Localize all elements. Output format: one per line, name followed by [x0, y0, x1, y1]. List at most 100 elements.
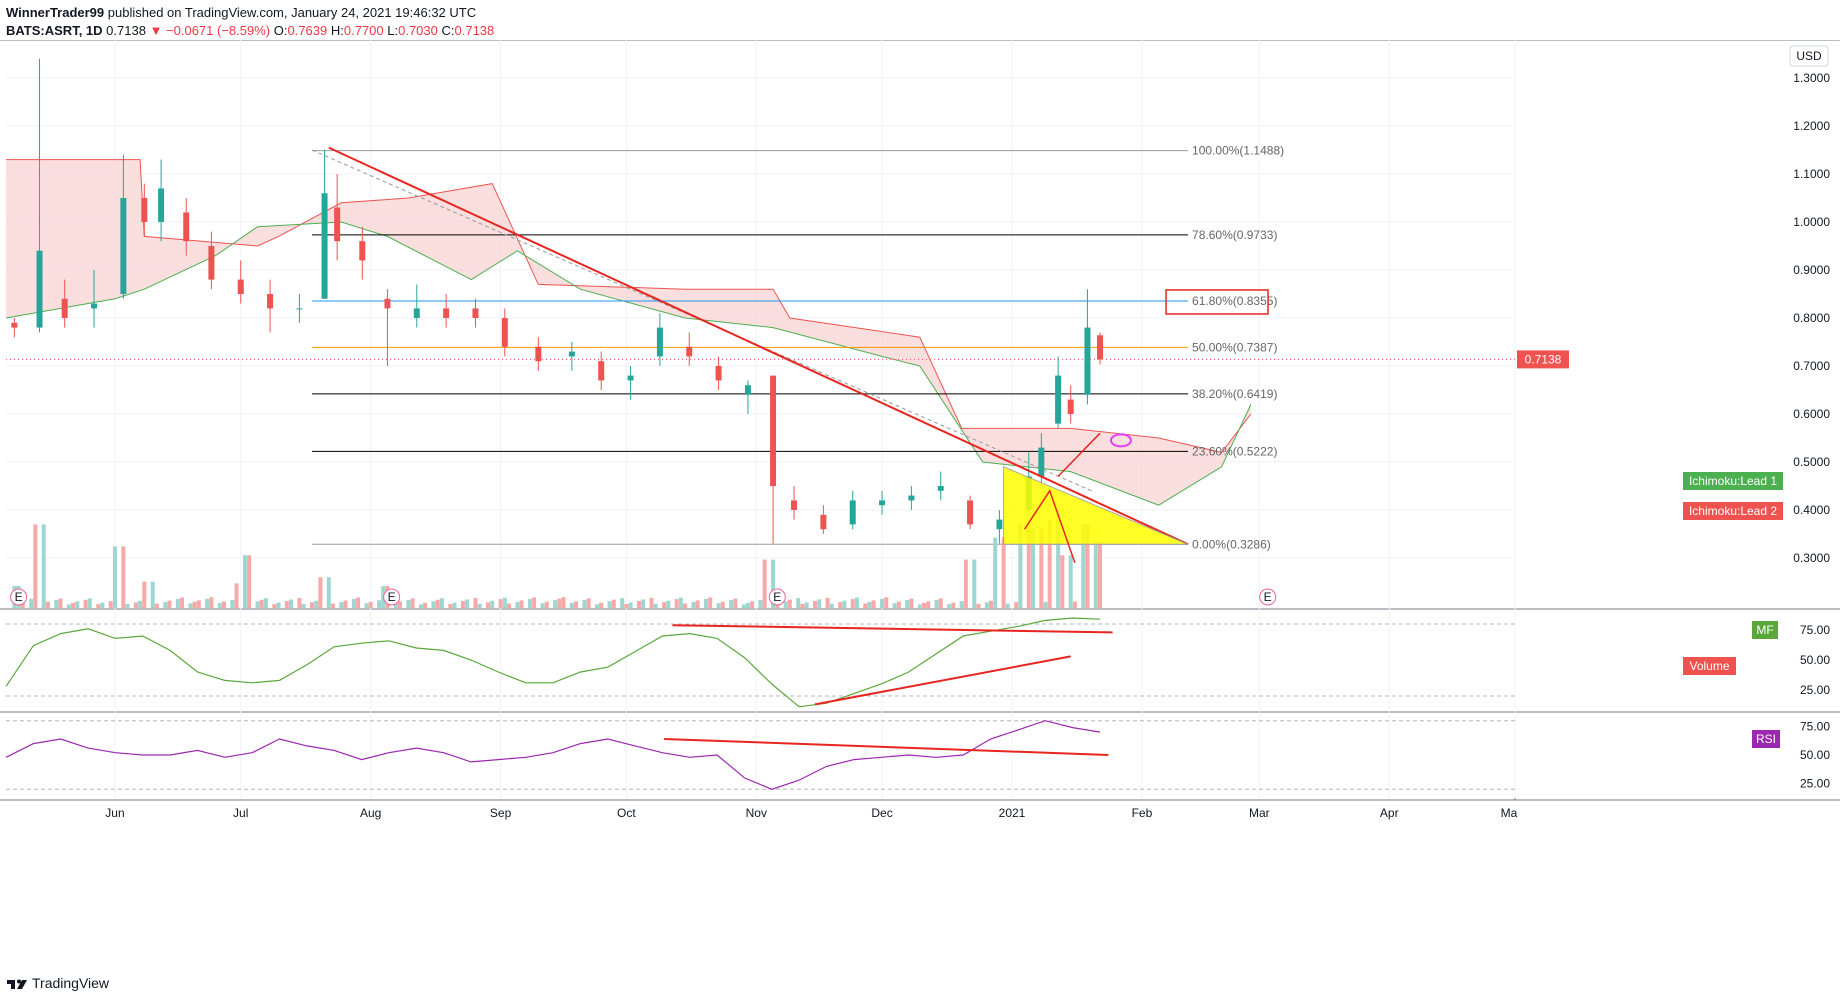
volume-bar	[276, 602, 281, 608]
earnings-marker-label: E	[388, 590, 396, 604]
volume-bar	[620, 598, 625, 608]
rsi-tick-label: 75.00	[1800, 719, 1830, 733]
candle-body	[443, 308, 450, 318]
rsi-line	[5, 720, 1101, 790]
volume-bar	[683, 603, 688, 608]
volume-tag: Volume	[1689, 659, 1729, 673]
dashed-trendline	[311, 149, 1092, 492]
volume-bar	[112, 546, 117, 608]
volume-bar	[247, 555, 252, 608]
volume-bar	[674, 599, 679, 608]
volume-bar	[221, 601, 226, 608]
volume-bar	[163, 602, 168, 608]
volume-bar	[1005, 603, 1010, 608]
volume-bar	[1026, 524, 1031, 608]
volume-bar	[188, 603, 193, 608]
ohlc-line: BATS:ASRT, 1D 0.7138 ▼ −0.0671 (−8.59%) …	[6, 22, 494, 40]
volume-bar	[356, 597, 361, 608]
price-tick-label: 0.3000	[1793, 551, 1830, 565]
volume-bar	[368, 601, 373, 608]
candle-body	[849, 500, 856, 525]
volume-bar	[1056, 520, 1061, 608]
price-tick-label: 0.6000	[1793, 407, 1830, 421]
volume-bar	[326, 577, 331, 608]
volume-bar	[595, 604, 600, 608]
volume-bar	[569, 603, 574, 608]
mf-line	[5, 617, 1101, 708]
time-tick-label: Aug	[360, 806, 381, 820]
candle-body	[568, 351, 575, 357]
volume-bar	[850, 599, 855, 608]
volume-bar	[465, 599, 470, 608]
volume-bar	[1098, 542, 1103, 608]
symbol-label[interactable]: BATS:ASRT, 1D	[6, 23, 103, 38]
volume-bar	[460, 600, 465, 608]
volume-bar	[242, 555, 247, 608]
chart-canvas[interactable]: 1.3000 1.2000 1.1000 1.0000 0.9000 0.8000 0.70…	[0, 40, 1840, 975]
volume-bar	[716, 603, 721, 608]
volume-bar	[947, 604, 952, 608]
volume-bar	[54, 600, 59, 608]
volume-bar	[972, 559, 977, 608]
volume-bar	[418, 604, 423, 608]
earnings-marker	[10, 588, 28, 606]
volume-bar	[180, 597, 185, 608]
volume-bar	[58, 598, 63, 608]
volume-bar	[75, 601, 80, 608]
rsi-tag: RSI	[1756, 732, 1776, 746]
earnings-marker-label: E	[15, 590, 23, 604]
red-trendline	[328, 146, 1189, 546]
rsi-tick-label: 25.00	[1800, 777, 1830, 791]
lead2-tag-bg	[1683, 502, 1783, 520]
volume-bar	[1043, 601, 1048, 608]
volume-bar	[708, 597, 713, 608]
price-tick-label: 0.7000	[1793, 359, 1830, 373]
volume-bar	[486, 602, 491, 608]
candle-body	[627, 375, 634, 381]
publish-line: WinnerTrader99 published on TradingView.…	[6, 4, 494, 22]
volume-bar	[490, 600, 495, 608]
volume-bar	[473, 597, 478, 608]
candle-body	[321, 193, 328, 299]
volume-bar	[330, 603, 335, 608]
footer-brand[interactable]: TradingView	[32, 975, 110, 991]
volume-bar	[653, 603, 658, 608]
volume-bar	[720, 601, 725, 608]
volume-bar	[863, 603, 868, 608]
volume-bar	[83, 599, 88, 608]
time-tick-label: Jun	[105, 806, 124, 820]
volume-bar	[498, 599, 503, 608]
candle-body	[656, 327, 663, 357]
candle-body	[967, 500, 974, 525]
candle-body	[1055, 375, 1062, 424]
mf-divergence-top	[672, 624, 1113, 634]
publisher-name[interactable]: WinnerTrader99	[6, 5, 105, 20]
volume-bar	[255, 601, 260, 608]
volume-bar	[205, 598, 210, 608]
price-tick-label: 1.0000	[1793, 215, 1830, 229]
volume-bar	[87, 598, 92, 608]
high-label: H:	[330, 23, 344, 38]
ichimoku-lead2-line	[6, 159, 1252, 453]
eye-icon	[1109, 433, 1132, 448]
volume-bar	[762, 559, 767, 608]
volume-bar	[284, 601, 289, 608]
mf-tag-bg	[1752, 621, 1778, 639]
volume-bar	[825, 597, 830, 608]
candle-body	[472, 308, 479, 318]
volume-bar	[662, 602, 667, 608]
earnings-marker-label: E	[773, 590, 781, 604]
chart-header: WinnerTrader99 published on TradingView.…	[6, 4, 494, 40]
volume-bar	[1039, 528, 1044, 608]
candle-body	[535, 346, 542, 362]
price-change: ▼ −0.0671 (−8.59%)	[149, 23, 271, 38]
candle-body	[1097, 335, 1104, 360]
price-tick-label: 0.4000	[1793, 503, 1830, 517]
volume-bar	[1072, 601, 1077, 608]
candle-body	[598, 361, 605, 381]
volume-bar	[439, 598, 444, 608]
candle-body	[120, 198, 127, 294]
volume-bar	[1030, 528, 1035, 608]
volume-bar	[1060, 555, 1065, 608]
volume-bar	[976, 603, 981, 608]
